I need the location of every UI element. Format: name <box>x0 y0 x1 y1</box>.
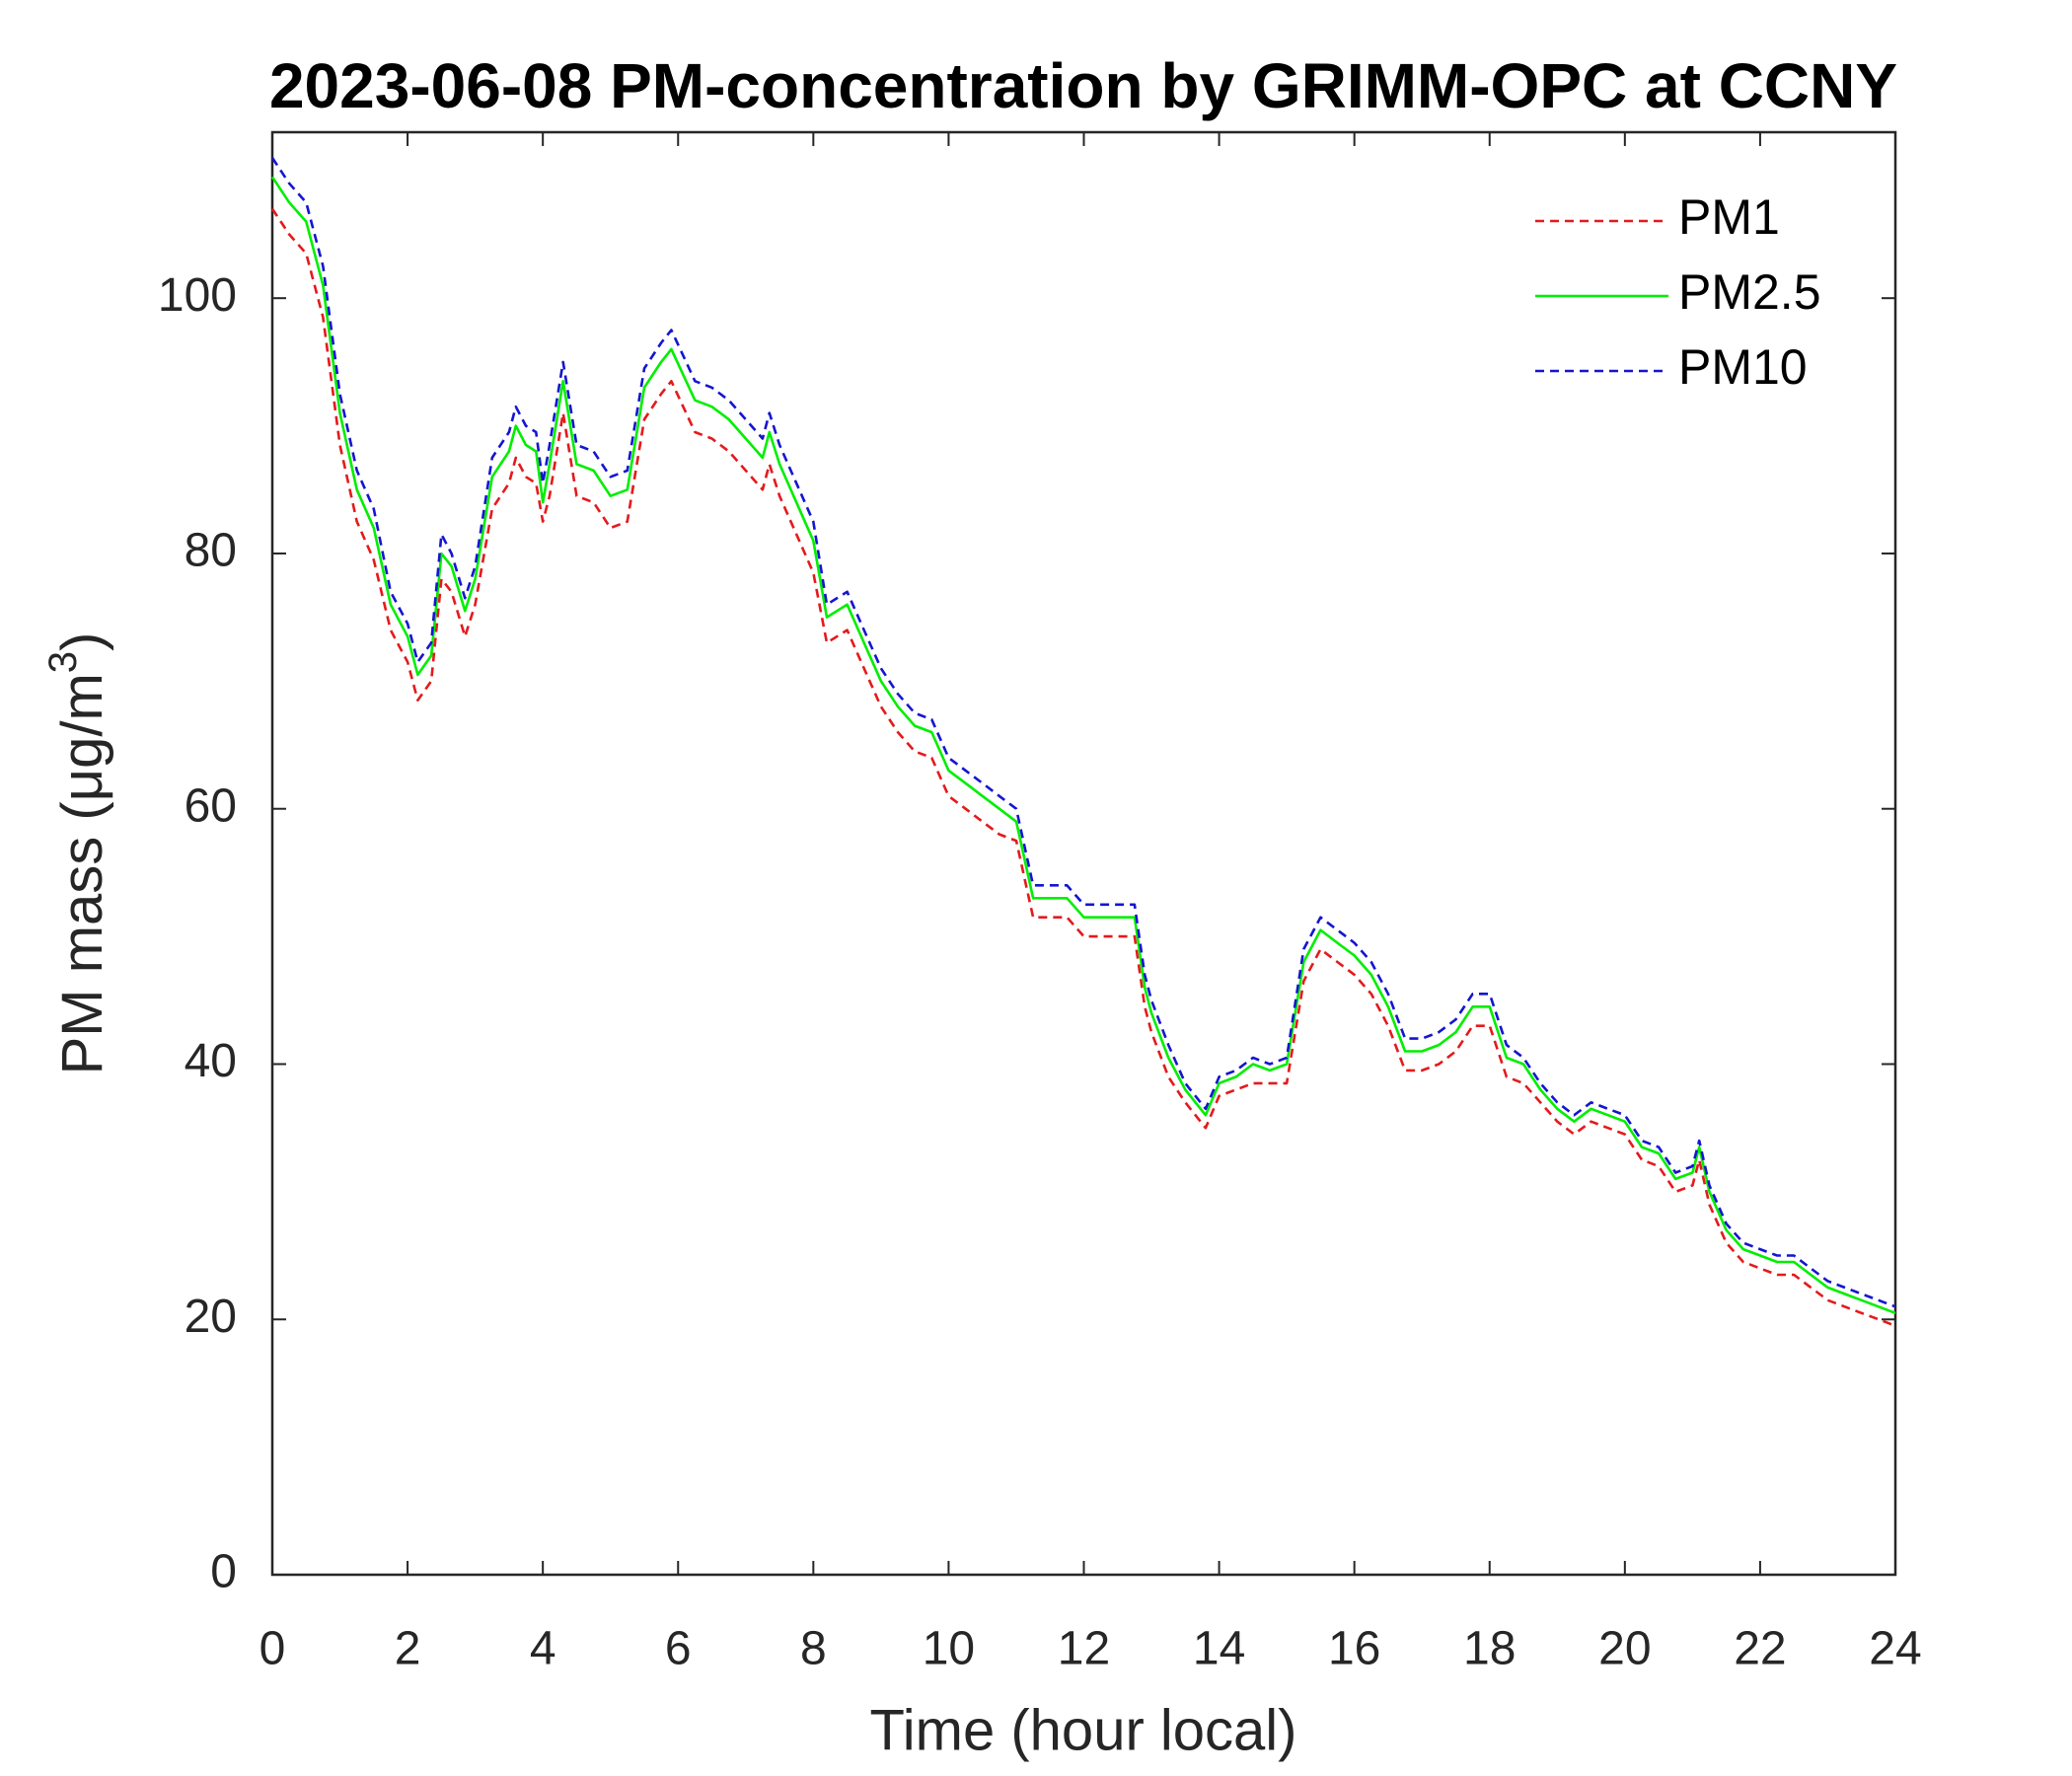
x-tick-label: 12 <box>1058 1623 1110 1675</box>
y-axis-label-superscript: 3 <box>41 651 85 673</box>
y-axis-label-part: ) <box>50 632 114 651</box>
chart-title: 2023-06-08 PM-concentration by GRIMM-OPC… <box>269 50 1897 121</box>
plot-frame <box>270 130 1897 1577</box>
y-tick-label: 20 <box>185 1291 237 1343</box>
x-tick-label: 8 <box>800 1623 827 1675</box>
x-tick-label: 16 <box>1328 1623 1380 1675</box>
x-tick-label: 10 <box>923 1623 975 1675</box>
x-tick-label: 2 <box>395 1623 421 1675</box>
x-tick-label: 4 <box>530 1623 556 1675</box>
y-axis-label: PM mass (μg/m3) <box>41 632 115 1075</box>
x-tick-label: 20 <box>1598 1623 1651 1675</box>
y-tick-label: 80 <box>185 525 237 577</box>
x-tick-label: 18 <box>1463 1623 1516 1675</box>
x-tick-label: 6 <box>665 1623 692 1675</box>
y-tick-label: 100 <box>158 269 237 322</box>
data-line <box>270 157 1896 1308</box>
data-line <box>270 207 1896 1327</box>
x-tick-label: 0 <box>259 1623 286 1675</box>
y-tick-label: 40 <box>185 1035 237 1087</box>
y-tick-label: 0 <box>210 1546 237 1598</box>
y-axis-label-part: PM mass (μg/m <box>50 673 114 1074</box>
legend-label: PM1 <box>1678 189 1780 245</box>
x-tick-label: 24 <box>1869 1623 1921 1675</box>
data-line <box>270 176 1896 1315</box>
y-tick-label: 60 <box>185 779 237 832</box>
legend-label: PM2.5 <box>1678 264 1821 320</box>
x-tick-label: 22 <box>1734 1623 1786 1675</box>
legend-label: PM10 <box>1678 339 1808 395</box>
x-tick-label: 14 <box>1193 1623 1245 1675</box>
x-axis-label: Time (hour local) <box>870 1698 1297 1762</box>
